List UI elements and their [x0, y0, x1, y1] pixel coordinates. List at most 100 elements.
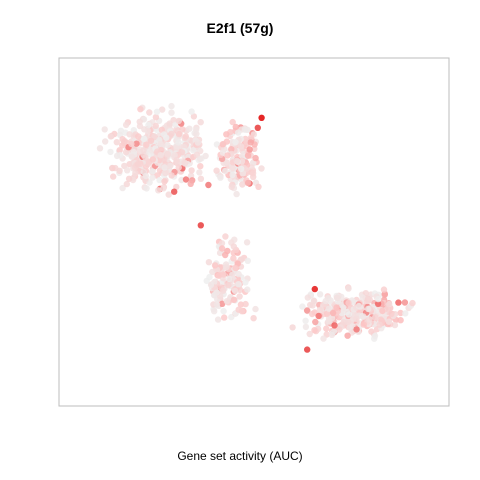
- data-point: [239, 181, 246, 188]
- data-point: [316, 306, 323, 314]
- data-point: [223, 159, 230, 166]
- data-point: [327, 297, 334, 304]
- data-point: [409, 299, 416, 307]
- data-point: [232, 139, 239, 146]
- data-point: [107, 148, 114, 156]
- data-point-highlight: [205, 181, 212, 189]
- data-point: [372, 314, 379, 321]
- data-point: [214, 316, 222, 323]
- data-point: [322, 297, 329, 305]
- data-point: [181, 160, 189, 167]
- data-point: [360, 313, 367, 320]
- data-point: [353, 315, 360, 322]
- data-point: [380, 286, 388, 293]
- data-point: [232, 123, 239, 131]
- data-point: [316, 291, 324, 298]
- data-point: [368, 328, 375, 335]
- data-point: [375, 295, 382, 303]
- data-point-highlight: [171, 188, 178, 195]
- data-point: [171, 151, 178, 159]
- data-point: [310, 297, 318, 305]
- data-point: [311, 327, 318, 334]
- data-point: [302, 323, 310, 331]
- data-point: [397, 309, 404, 317]
- chart-title: E2f1 (57g): [206, 20, 274, 36]
- data-point: [135, 133, 142, 140]
- data-point: [308, 310, 316, 318]
- data-point: [192, 126, 200, 134]
- data-point: [225, 275, 233, 283]
- data-point-highlight: [304, 346, 311, 353]
- data-point: [205, 259, 213, 266]
- data-point: [101, 126, 108, 133]
- data-point: [228, 313, 235, 321]
- data-point: [149, 168, 156, 175]
- data-point-highlight: [254, 124, 261, 131]
- data-point: [187, 180, 194, 187]
- data-point: [175, 139, 182, 146]
- data-point: [221, 314, 228, 321]
- data-point: [119, 136, 126, 143]
- data-point: [157, 152, 164, 159]
- data-point: [242, 300, 249, 308]
- data-point: [302, 317, 309, 324]
- data-point: [168, 109, 175, 116]
- data-point: [173, 183, 180, 191]
- data-point: [236, 293, 243, 300]
- data-point: [289, 324, 296, 331]
- data-point: [168, 102, 175, 110]
- data-point: [325, 318, 332, 325]
- data-point: [149, 174, 156, 181]
- data-point: [330, 328, 338, 335]
- data-point: [345, 319, 352, 326]
- data-point: [140, 147, 147, 154]
- data-point: [206, 273, 213, 281]
- data-point: [225, 281, 232, 289]
- data-point: [366, 316, 373, 323]
- data-point: [209, 268, 216, 276]
- data-point: [218, 245, 226, 252]
- data-point: [235, 281, 242, 288]
- data-point: [365, 297, 372, 304]
- data-point: [144, 127, 151, 134]
- data-point: [336, 326, 343, 333]
- data-point: [188, 108, 195, 115]
- data-point: [223, 298, 231, 305]
- data-point: [161, 178, 168, 185]
- data-point: [146, 109, 153, 116]
- data-point: [371, 332, 379, 340]
- data-point: [147, 137, 155, 144]
- data-point: [388, 310, 395, 318]
- data-point: [331, 322, 338, 329]
- data-point: [235, 270, 242, 278]
- data-point: [113, 152, 121, 160]
- data-point: [152, 114, 160, 121]
- data-point: [182, 176, 190, 183]
- data-point: [232, 264, 239, 272]
- data-point: [168, 130, 175, 137]
- data-point: [157, 140, 164, 148]
- data-point: [325, 305, 333, 312]
- data-point: [219, 287, 227, 294]
- data-point: [244, 152, 252, 159]
- data-point: [379, 307, 386, 315]
- data-point: [222, 167, 229, 175]
- data-point-highlight: [315, 312, 322, 320]
- data-point: [223, 263, 230, 271]
- data-point: [164, 151, 172, 158]
- data-point: [220, 271, 227, 278]
- data-point: [244, 257, 251, 264]
- data-point: [133, 140, 140, 147]
- data-point: [235, 129, 242, 136]
- data-point: [153, 108, 161, 116]
- data-point: [190, 147, 197, 154]
- data-point: [128, 153, 136, 160]
- data-point: [162, 169, 169, 177]
- data-point: [143, 141, 150, 148]
- data-point: [142, 154, 149, 161]
- data-point: [299, 303, 306, 310]
- data-point: [229, 164, 236, 172]
- data-point: [165, 191, 172, 198]
- data-point: [96, 145, 104, 152]
- data-point: [123, 180, 130, 188]
